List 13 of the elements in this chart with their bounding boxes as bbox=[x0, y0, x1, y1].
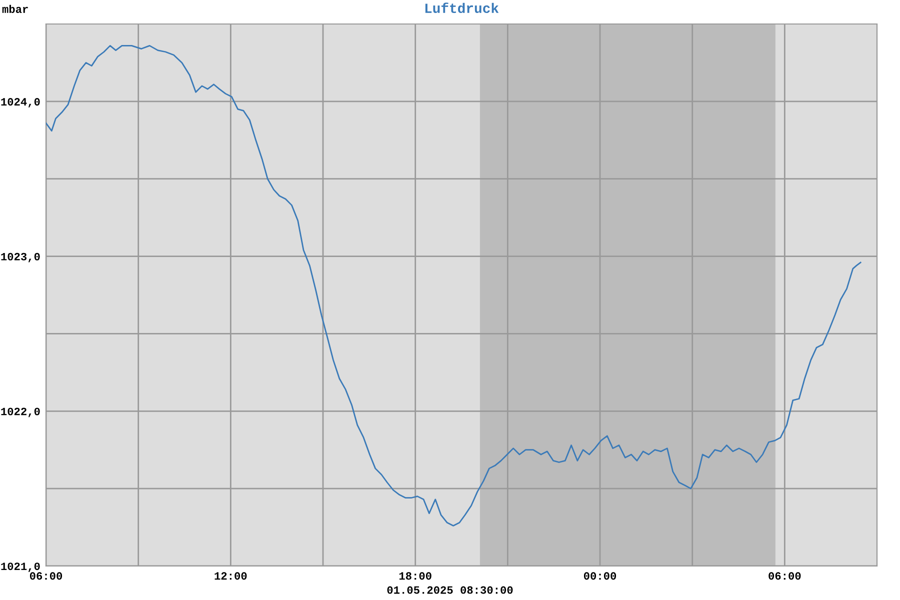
x-tick-label: 18:00 bbox=[399, 572, 432, 580]
y-tick-label: 1024,0 bbox=[1, 98, 40, 108]
x-tick-label: 12:00 bbox=[214, 572, 247, 580]
y-tick-label: 1023,0 bbox=[1, 252, 40, 262]
x-tick-label: 06:00 bbox=[768, 572, 801, 580]
line-series bbox=[46, 44, 862, 526]
text: mbar bbox=[2, 4, 28, 13]
chart-title: Luftdruck bbox=[425, 2, 499, 14]
text: 01.05.2025 08:30:00 bbox=[387, 586, 513, 594]
x-tick-label: 06:00 bbox=[30, 572, 62, 580]
y-tick-label: 1021,0 bbox=[1, 562, 40, 572]
y-tick-label: 1022,0 bbox=[1, 408, 40, 418]
x-tick-label: 00:00 bbox=[584, 572, 616, 580]
